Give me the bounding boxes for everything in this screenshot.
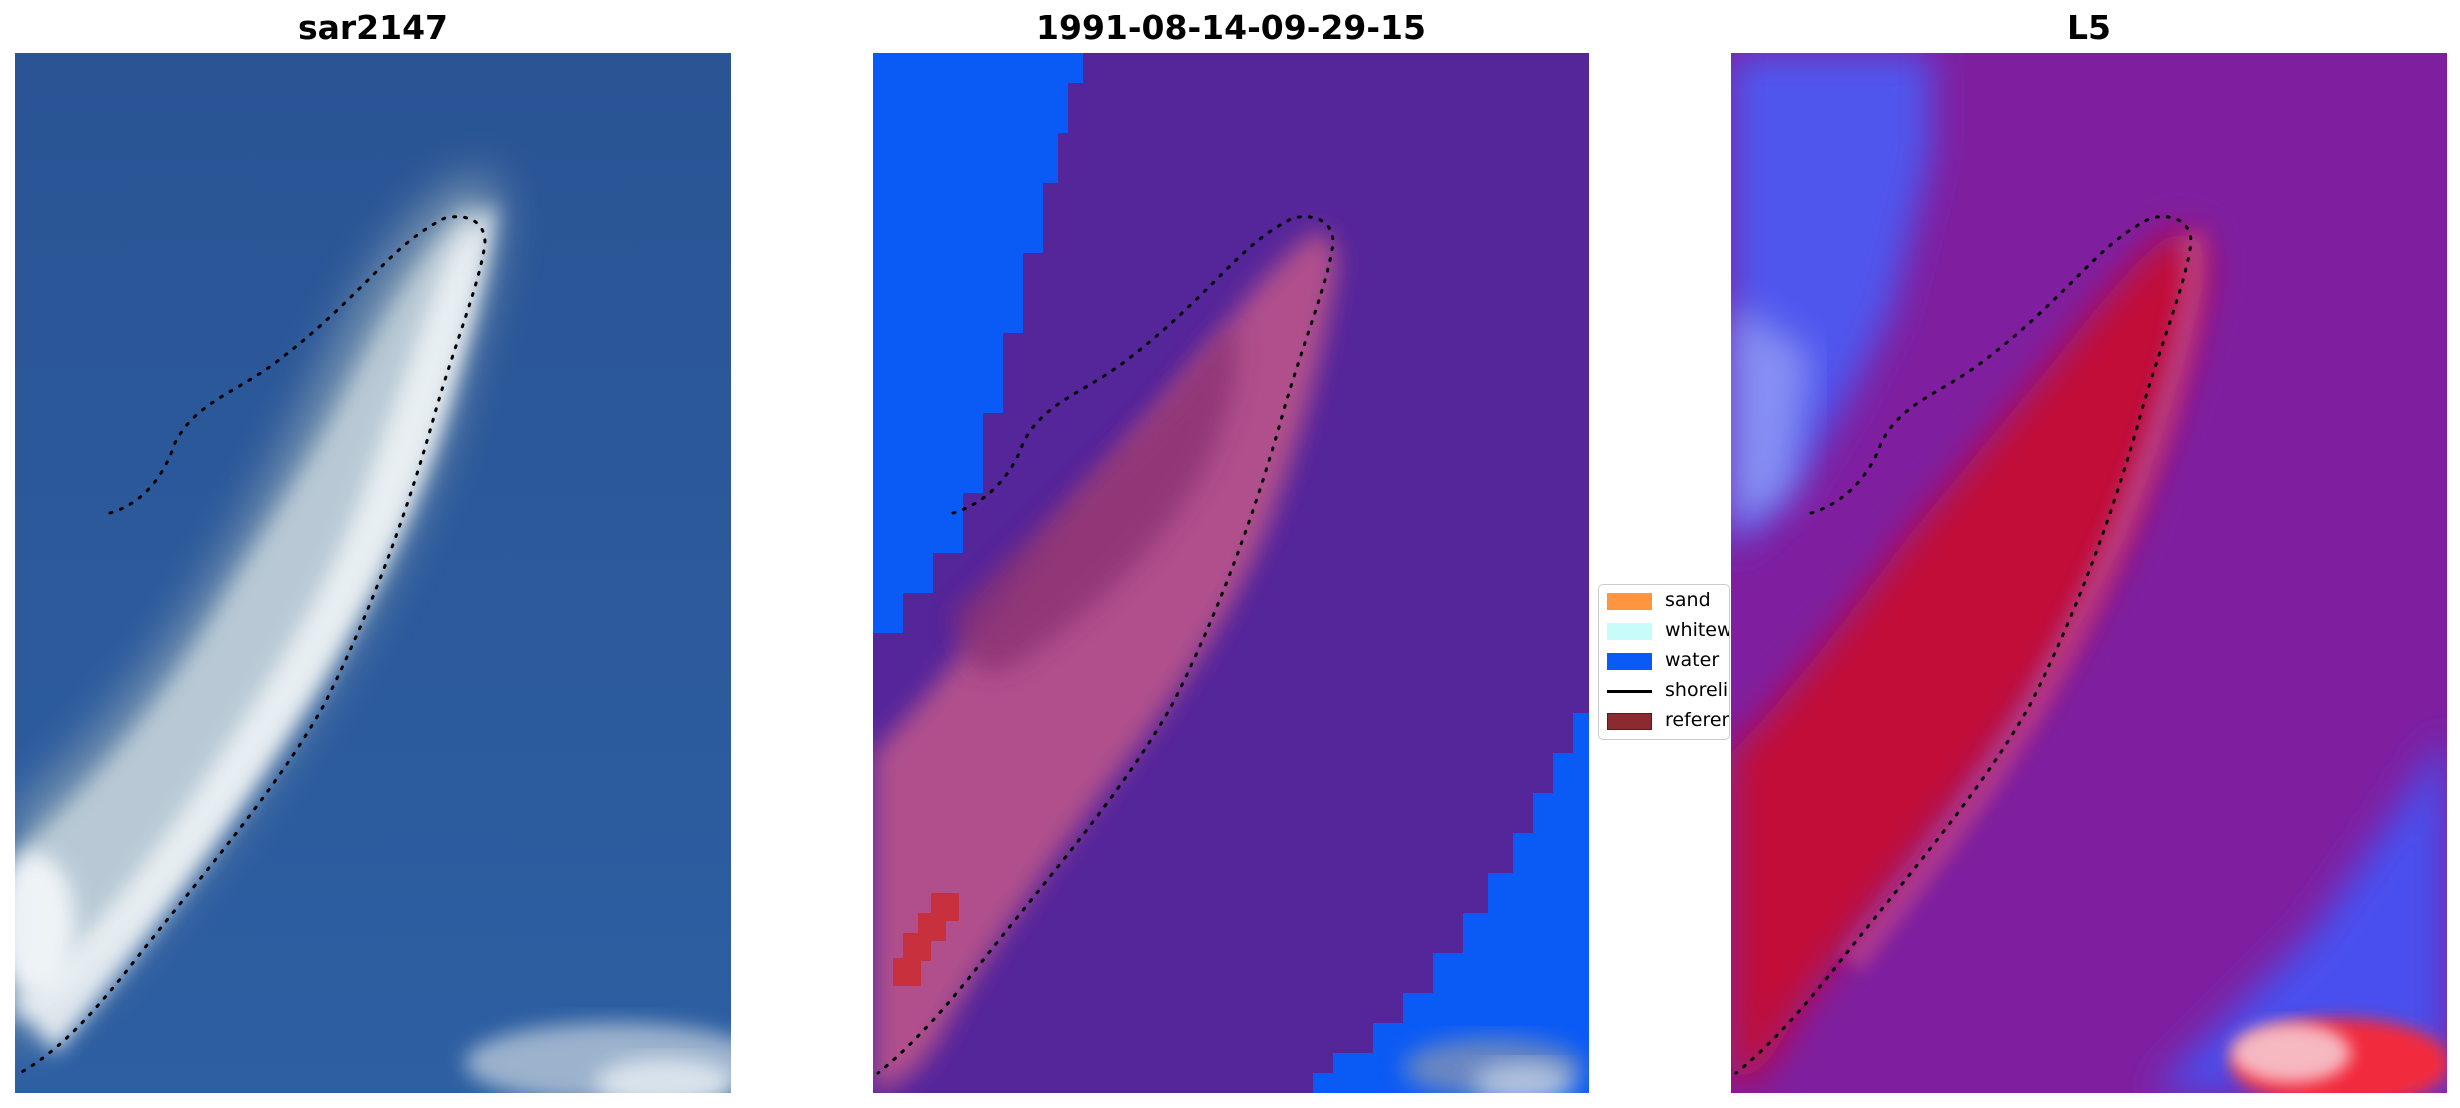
- panel-title: sar2147: [297, 8, 449, 47]
- sand-swatch: [1607, 593, 1652, 610]
- panel-classified: 1991-08-14-09-29-15: [873, 0, 1589, 1108]
- legend-label: water: [1665, 649, 1720, 671]
- legend-label: sand: [1665, 589, 1711, 611]
- panel-title: L5: [2067, 8, 2111, 47]
- rgb-image: [15, 53, 731, 1093]
- legend-item-sand: sand: [1599, 585, 1729, 615]
- panel-rgb: sar2147: [15, 0, 731, 1108]
- panel-index: L5: [1731, 0, 2447, 1108]
- legend-label: shoreline: [1665, 679, 1729, 701]
- reference-swatch: [1607, 713, 1652, 730]
- index-image: [1731, 53, 2447, 1093]
- water-swatch: [1607, 653, 1652, 670]
- legend-item-shoreline: shoreline: [1599, 675, 1729, 705]
- legend-item-water: water: [1599, 645, 1729, 675]
- classified-image: [873, 53, 1589, 1093]
- legend-item-reference: reference: [1599, 705, 1729, 735]
- whitewater-swatch: [1607, 623, 1652, 640]
- panel-title: 1991-08-14-09-29-15: [1036, 8, 1426, 47]
- shoreline-line-icon: [1607, 690, 1652, 693]
- legend-label: reference: [1665, 709, 1729, 731]
